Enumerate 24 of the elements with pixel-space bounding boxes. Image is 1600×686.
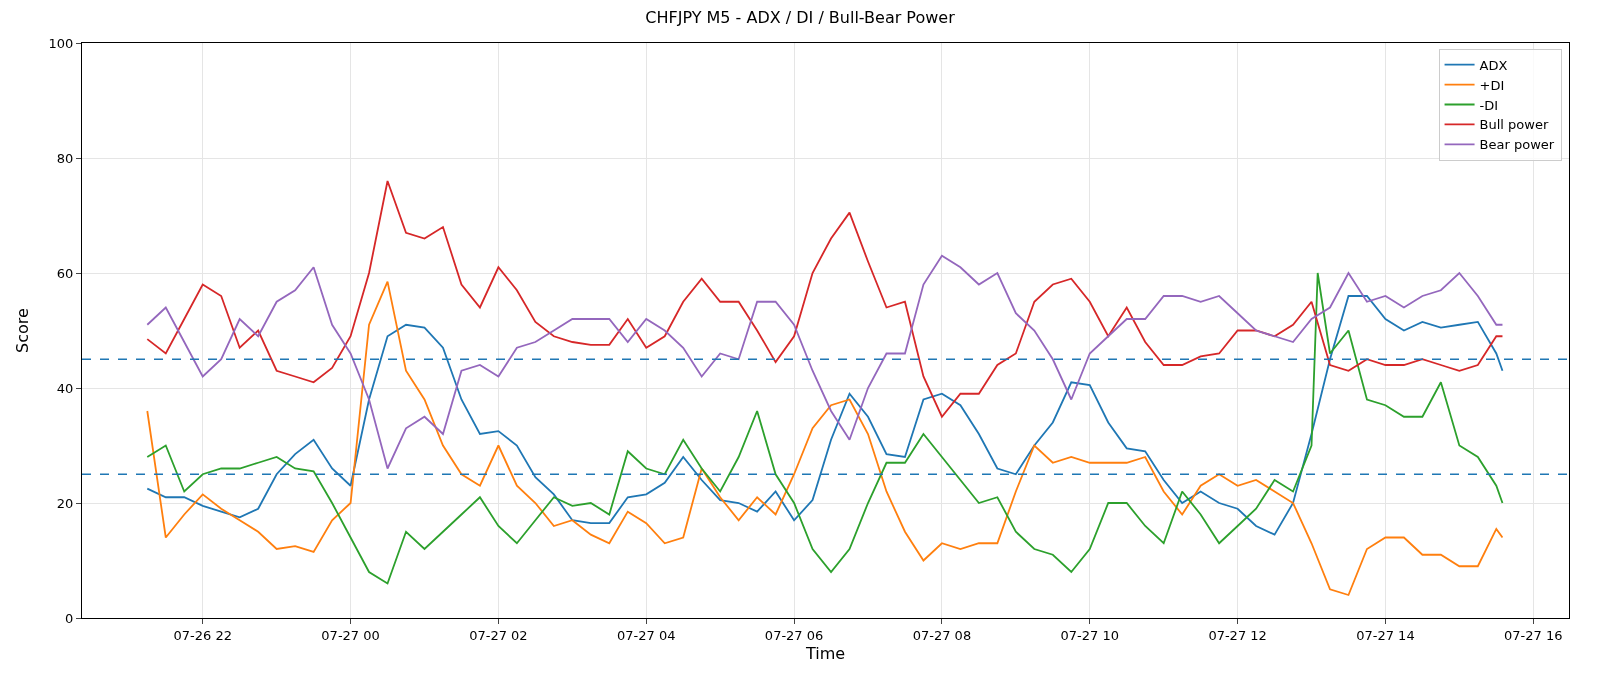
legend-label: Bear power (1479, 137, 1555, 153)
x-tick-label: 07-27 10 (1060, 627, 1119, 643)
x-tick-label: 07-27 16 (1504, 627, 1563, 643)
x-tick-label: 07-27 08 (912, 627, 972, 643)
x-axis-title: Time (804, 644, 846, 664)
legend-label: -DI (1479, 97, 1499, 113)
y-tick-label: 60 (56, 265, 74, 281)
chart-title: CHFJPY M5 - ADX / DI / Bull-Bear Power (645, 7, 956, 27)
y-tick-label: 80 (56, 150, 74, 166)
legend-label: ADX (1479, 57, 1508, 73)
y-tick-label: 0 (65, 610, 74, 626)
x-tick-label: 07-27 12 (1208, 627, 1267, 643)
x-tick-label: 07-27 02 (469, 627, 528, 643)
x-tick-label: 07-27 14 (1356, 627, 1415, 643)
x-tick-label: 07-27 00 (321, 627, 380, 643)
legend-label: +DI (1479, 77, 1505, 93)
y-tick-label: 20 (56, 495, 74, 511)
x-tick-label: 07-26 22 (173, 627, 232, 643)
y-tick-label: 40 (56, 380, 74, 396)
y-tick-label: 100 (48, 35, 74, 51)
legend-label: Bull power (1479, 117, 1549, 133)
x-tick-label: 07-27 04 (617, 627, 676, 643)
x-tick-label: 07-27 06 (764, 627, 824, 643)
y-axis-title: Score (13, 308, 33, 353)
